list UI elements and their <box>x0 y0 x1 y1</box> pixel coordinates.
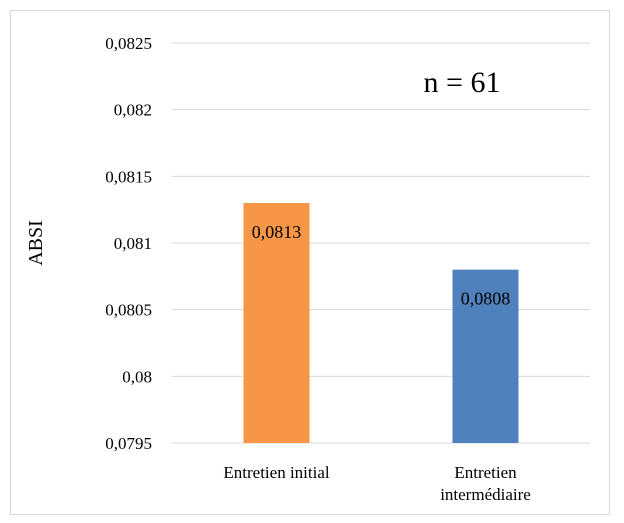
y-tick-label: 0,08 <box>122 367 152 386</box>
y-tick-labels: 0,0795 0,08 0,0805 0,081 0,0815 0,082 0,0825 <box>105 34 152 453</box>
x-tick-label: intermédiaire <box>440 485 531 504</box>
y-tick-label: 0,0815 <box>105 167 152 186</box>
y-tick-label: 0,082 <box>114 101 152 120</box>
y-tick-label: 0,0805 <box>105 301 152 320</box>
x-tick-label: Entretien <box>454 463 517 482</box>
gridlines <box>172 42 590 444</box>
y-axis-label: ABSI <box>25 220 47 266</box>
bar <box>243 203 310 443</box>
x-tick-labels: Entretien initial Entretien intermédiaire <box>223 463 530 504</box>
sample-size-annotation: n = 61 <box>424 66 501 99</box>
data-label: 0,0808 <box>461 289 511 309</box>
x-tick-label: Entretien initial <box>223 463 329 482</box>
bar <box>452 269 519 443</box>
data-label: 0,0813 <box>252 222 302 242</box>
y-tick-label: 0,0795 <box>105 434 152 453</box>
y-tick-label: 0,0825 <box>105 34 152 53</box>
data-labels: 0,0813 0,0808 <box>252 222 511 309</box>
y-tick-label: 0,081 <box>114 234 152 253</box>
bars <box>243 203 519 443</box>
